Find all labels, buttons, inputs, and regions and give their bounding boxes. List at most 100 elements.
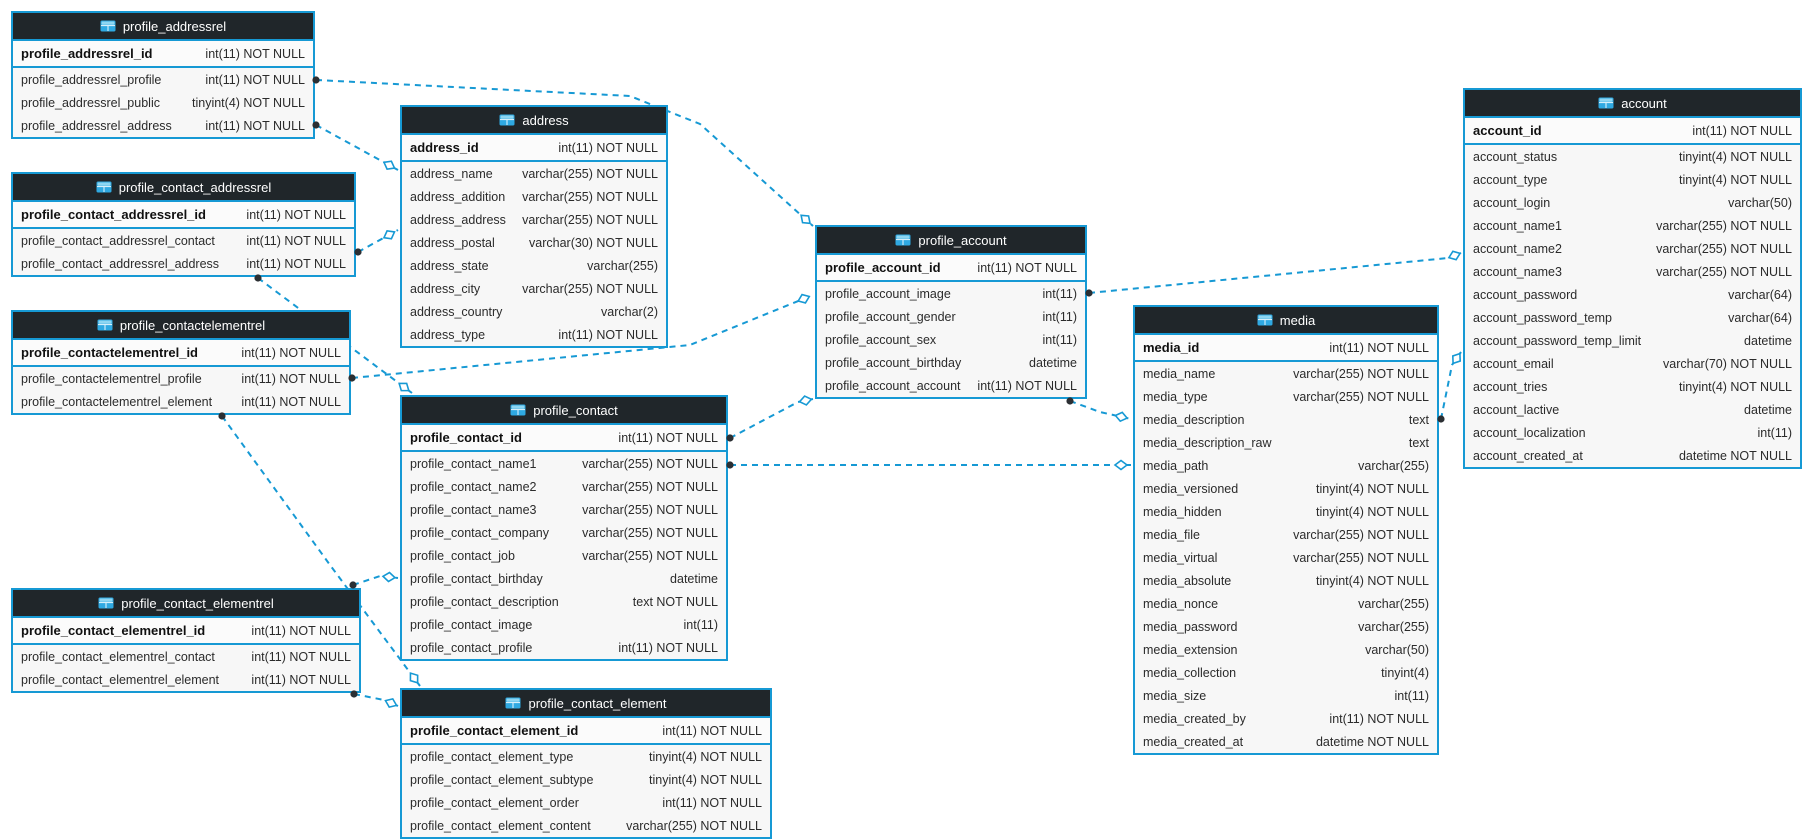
column-row[interactable]: account_localization int(11): [1465, 421, 1800, 444]
table-profile_contact_elementrel[interactable]: profile_contact_elementrel profile_contac…: [11, 588, 361, 693]
table-header[interactable]: profile_account: [817, 227, 1085, 255]
relation-line-profile_contact_elementrel-to-profile_contact[interactable]: [352, 574, 399, 586]
table-header[interactable]: profile_contact_element: [402, 690, 770, 718]
column-row[interactable]: profile_contact_element_subtype tinyint(4…: [402, 768, 770, 791]
table-profile_contact_addressrel[interactable]: profile_contact_addressrel profile_contac…: [11, 172, 356, 277]
table-profile_contact[interactable]: profile_contact profile_contact_id int(11)…: [400, 395, 728, 661]
column-row[interactable]: profile_account_gender int(11): [817, 305, 1085, 328]
column-row[interactable]: address_country varchar(2): [402, 300, 666, 323]
relation-line-profile_account-to-account[interactable]: [1088, 252, 1462, 294]
column-row[interactable]: profile_contact_elementrel_element int(11…: [13, 668, 359, 691]
column-row[interactable]: media_name varchar(255) NOT NULL: [1135, 362, 1437, 385]
column-row[interactable]: profile_contactelementrel_element int(11)…: [13, 390, 349, 413]
column-row[interactable]: address_type int(11) NOT NULL: [402, 323, 666, 346]
column-row[interactable]: account_type tinyint(4) NOT NULL: [1465, 168, 1800, 191]
table-profile_contact_element[interactable]: profile_contact_element profile_contact_e…: [400, 688, 772, 839]
column-row[interactable]: account_email varchar(70) NOT NULL: [1465, 352, 1800, 375]
column-row[interactable]: profile_contact_description text NOT NULL: [402, 590, 726, 613]
table-header[interactable]: account: [1465, 90, 1800, 118]
primary-key-row[interactable]: profile_addressrel_id int(11) NOT NULL: [13, 41, 313, 68]
column-row[interactable]: profile_contact_name2 varchar(255) NOT NU…: [402, 475, 726, 498]
column-row[interactable]: profile_account_image int(11): [817, 282, 1085, 305]
column-row[interactable]: account_name2 varchar(255) NOT NULL: [1465, 237, 1800, 260]
table-account[interactable]: account account_id int(11) NOT NULL account…: [1463, 88, 1802, 469]
relation-line-profile_addressrel-to-address[interactable]: [315, 124, 399, 171]
primary-key-row[interactable]: profile_contactelementrel_id int(11) NOT …: [13, 340, 349, 367]
column-row[interactable]: account_status tinyint(4) NOT NULL: [1465, 145, 1800, 168]
primary-key-row[interactable]: profile_account_id int(11) NOT NULL: [817, 255, 1085, 282]
column-row[interactable]: profile_addressrel_public tinyint(4) NOT …: [13, 91, 313, 114]
table-header[interactable]: profile_contact_elementrel: [13, 590, 359, 618]
column-row[interactable]: account_name1 varchar(255) NOT NULL: [1465, 214, 1800, 237]
column-row[interactable]: media_hidden tinyint(4) NOT NULL: [1135, 500, 1437, 523]
column-row[interactable]: media_extension varchar(50): [1135, 638, 1437, 661]
relation-line-media-to-account[interactable]: [1440, 351, 1462, 420]
column-row[interactable]: address_city varchar(255) NOT NULL: [402, 277, 666, 300]
column-row[interactable]: media_size int(11): [1135, 684, 1437, 707]
column-row[interactable]: profile_contact_addressrel_contact int(11…: [13, 229, 354, 252]
relation-line-profile_account-to-media[interactable]: [1069, 400, 1132, 420]
relation-line-profile_contact_elementrel-to-profile_contact_element[interactable]: [353, 693, 399, 707]
column-row[interactable]: profile_contactelementrel_profile int(11)…: [13, 367, 349, 390]
column-row[interactable]: account_password_temp_limit datetime: [1465, 329, 1800, 352]
primary-key-row[interactable]: profile_contact_addressrel_id int(11) NOT…: [13, 202, 354, 229]
column-row[interactable]: account_tries tinyint(4) NOT NULL: [1465, 375, 1800, 398]
table-header[interactable]: address: [402, 107, 666, 135]
column-row[interactable]: profile_contact_name1 varchar(255) NOT NU…: [402, 452, 726, 475]
column-row[interactable]: media_file varchar(255) NOT NULL: [1135, 523, 1437, 546]
column-row[interactable]: address_address varchar(255) NOT NULL: [402, 208, 666, 231]
column-row[interactable]: profile_contact_profile int(11) NOT NULL: [402, 636, 726, 659]
column-row[interactable]: media_path varchar(255): [1135, 454, 1437, 477]
column-row[interactable]: profile_contact_element_order int(11) NOT…: [402, 791, 770, 814]
column-row[interactable]: profile_contact_birthday datetime: [402, 567, 726, 590]
column-row[interactable]: profile_account_birthday datetime: [817, 351, 1085, 374]
column-row[interactable]: media_absolute tinyint(4) NOT NULL: [1135, 569, 1437, 592]
column-row[interactable]: address_postal varchar(30) NOT NULL: [402, 231, 666, 254]
column-row[interactable]: media_created_at datetime NOT NULL: [1135, 730, 1437, 753]
column-row[interactable]: media_virtual varchar(255) NOT NULL: [1135, 546, 1437, 569]
column-row[interactable]: media_created_by int(11) NOT NULL: [1135, 707, 1437, 730]
column-row[interactable]: profile_account_sex int(11): [817, 328, 1085, 351]
column-row[interactable]: media_versioned tinyint(4) NOT NULL: [1135, 477, 1437, 500]
column-row[interactable]: profile_addressrel_address int(11) NOT NU…: [13, 114, 313, 137]
column-row[interactable]: profile_contact_elementrel_contact int(11…: [13, 645, 359, 668]
table-header[interactable]: profile_contact: [402, 397, 726, 425]
table-header[interactable]: profile_contactelementrel: [13, 312, 349, 340]
table-header[interactable]: profile_addressrel: [13, 13, 313, 41]
primary-key-row[interactable]: profile_contact_id int(11) NOT NULL: [402, 425, 726, 452]
relation-line-profile_contact-to-profile_account[interactable]: [729, 398, 814, 439]
primary-key-row[interactable]: profile_contact_elementrel_id int(11) NOT…: [13, 618, 359, 645]
column-row[interactable]: media_description_raw text: [1135, 431, 1437, 454]
column-row[interactable]: address_name varchar(255) NOT NULL: [402, 162, 666, 185]
relation-line-profile_contact_addressrel-to-address[interactable]: [357, 229, 399, 253]
table-media[interactable]: media media_id int(11) NOT NULL media_name v…: [1133, 305, 1439, 755]
column-row[interactable]: media_description text: [1135, 408, 1437, 431]
primary-key-row[interactable]: media_id int(11) NOT NULL: [1135, 335, 1437, 362]
column-row[interactable]: profile_contact_addressrel_address int(11…: [13, 252, 354, 275]
table-header[interactable]: profile_contact_addressrel: [13, 174, 354, 202]
primary-key-row[interactable]: profile_contact_element_id int(11) NOT NU…: [402, 718, 770, 745]
column-row[interactable]: account_password varchar(64): [1465, 283, 1800, 306]
table-profile_account[interactable]: profile_account profile_account_id int(11)…: [815, 225, 1087, 399]
column-row[interactable]: profile_contact_name3 varchar(255) NOT NU…: [402, 498, 726, 521]
primary-key-row[interactable]: account_id int(11) NOT NULL: [1465, 118, 1800, 145]
column-row[interactable]: profile_contact_element_type tinyint(4) N…: [402, 745, 770, 768]
column-row[interactable]: profile_contact_element_content varchar(2…: [402, 814, 770, 837]
primary-key-row[interactable]: address_id int(11) NOT NULL: [402, 135, 666, 162]
column-row[interactable]: account_lactive datetime: [1465, 398, 1800, 421]
column-row[interactable]: account_login varchar(50): [1465, 191, 1800, 214]
column-row[interactable]: profile_account_account int(11) NOT NULL: [817, 374, 1085, 397]
table-address[interactable]: address address_id int(11) NOT NULL address…: [400, 105, 668, 348]
column-row[interactable]: media_collection tinyint(4): [1135, 661, 1437, 684]
table-profile_addressrel[interactable]: profile_addressrel profile_addressrel_id i…: [11, 11, 315, 139]
column-row[interactable]: address_state varchar(255): [402, 254, 666, 277]
column-row[interactable]: account_name3 varchar(255) NOT NULL: [1465, 260, 1800, 283]
column-row[interactable]: profile_contact_image int(11): [402, 613, 726, 636]
column-row[interactable]: profile_contact_job varchar(255) NOT NULL: [402, 544, 726, 567]
column-row[interactable]: profile_addressrel_profile int(11) NOT NU…: [13, 68, 313, 91]
column-row[interactable]: account_password_temp varchar(64): [1465, 306, 1800, 329]
column-row[interactable]: media_password varchar(255): [1135, 615, 1437, 638]
table-header[interactable]: media: [1135, 307, 1437, 335]
column-row[interactable]: account_created_at datetime NOT NULL: [1465, 444, 1800, 467]
table-profile_contactelementrel[interactable]: profile_contactelementrel profile_contact…: [11, 310, 351, 415]
